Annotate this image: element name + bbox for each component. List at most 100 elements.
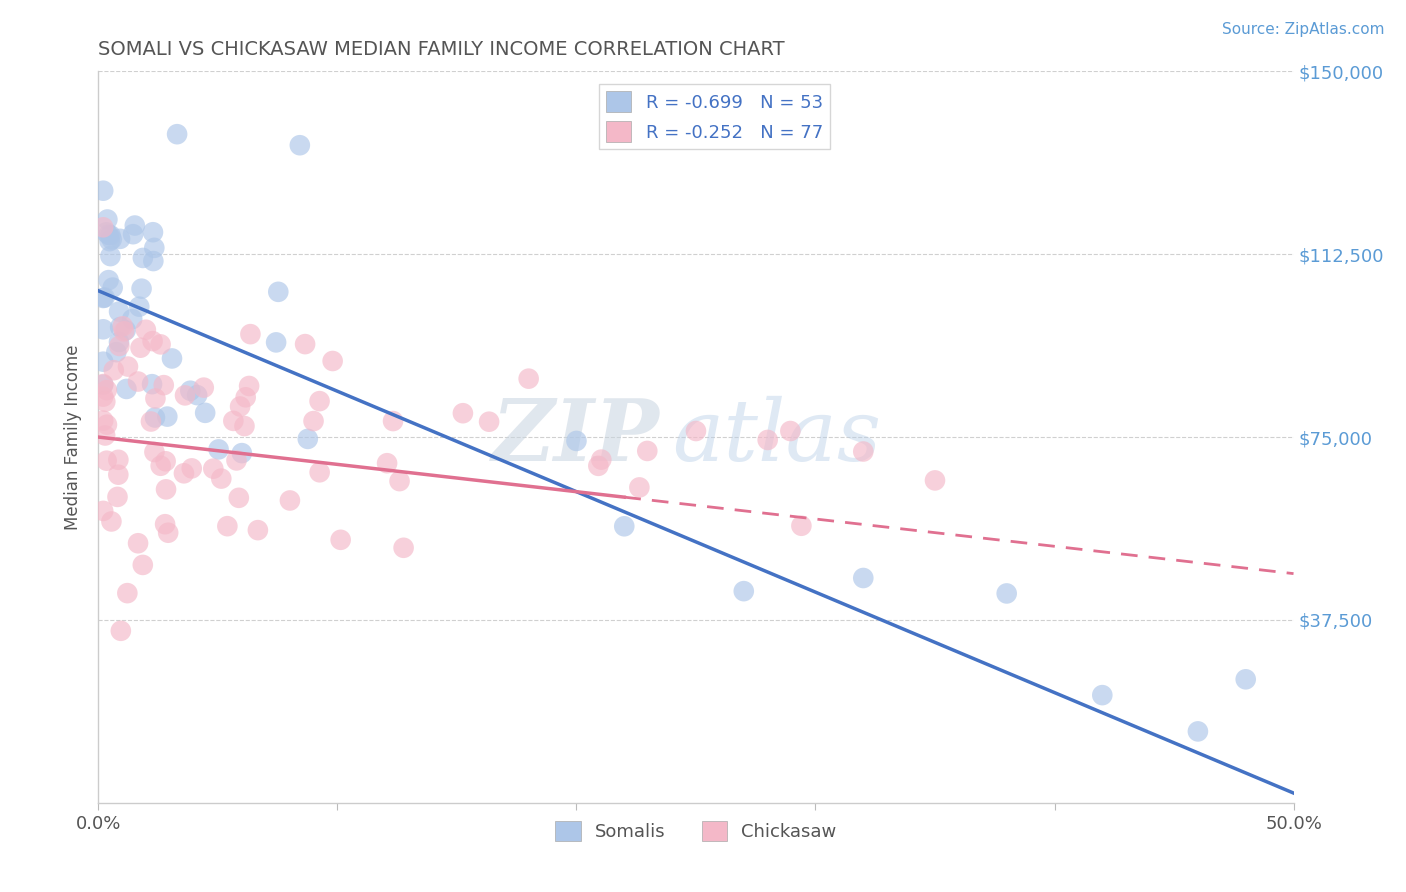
Point — [132, 558, 155, 572]
Point — [308, 465, 330, 479]
Point — [91, 377, 114, 392]
Point — [193, 381, 215, 395]
Point — [382, 414, 405, 428]
Y-axis label: Median Family Income: Median Family Income — [65, 344, 83, 530]
Point — [995, 586, 1018, 600]
Point — [139, 415, 162, 429]
Point — [565, 434, 588, 448]
Point — [108, 334, 131, 349]
Point — [153, 517, 176, 532]
Point — [588, 458, 610, 473]
Point — [124, 219, 146, 233]
Point — [93, 291, 115, 305]
Point — [91, 184, 114, 198]
Point — [149, 337, 172, 351]
Point — [94, 428, 117, 442]
Point — [160, 351, 183, 366]
Point — [852, 444, 875, 458]
Point — [143, 410, 166, 425]
Point — [91, 291, 114, 305]
Text: Source: ZipAtlas.com: Source: ZipAtlas.com — [1222, 22, 1385, 37]
Point — [122, 227, 145, 242]
Point — [322, 354, 344, 368]
Point — [229, 400, 252, 414]
Point — [231, 446, 253, 460]
Point — [779, 424, 801, 438]
Text: atlas: atlas — [672, 396, 882, 478]
Point — [135, 323, 157, 337]
Point — [96, 212, 118, 227]
Point — [302, 414, 325, 428]
Point — [297, 432, 319, 446]
Point — [143, 241, 166, 255]
Point — [91, 414, 114, 428]
Point — [288, 138, 311, 153]
Point — [114, 323, 136, 337]
Point — [235, 390, 257, 404]
Point — [209, 472, 232, 486]
Point — [105, 345, 128, 359]
Point — [117, 586, 139, 600]
Point — [1187, 724, 1209, 739]
Point — [107, 490, 129, 504]
Point — [98, 234, 121, 248]
Point — [127, 536, 149, 550]
Point — [294, 337, 316, 351]
Point — [166, 127, 188, 141]
Point — [110, 624, 132, 638]
Point — [375, 456, 398, 470]
Point — [143, 445, 166, 459]
Point — [685, 424, 707, 438]
Point — [127, 375, 149, 389]
Point — [115, 382, 138, 396]
Point — [239, 327, 262, 342]
Point — [180, 461, 202, 475]
Point — [108, 232, 131, 246]
Point — [91, 220, 114, 235]
Point — [451, 406, 474, 420]
Point — [478, 415, 501, 429]
Point — [238, 379, 260, 393]
Point — [96, 417, 118, 432]
Point — [186, 388, 208, 402]
Point — [129, 341, 152, 355]
Point — [217, 519, 239, 533]
Point — [173, 467, 195, 481]
Point — [174, 388, 197, 402]
Point — [278, 493, 301, 508]
Point — [101, 280, 124, 294]
Point — [96, 226, 118, 240]
Point — [142, 225, 165, 239]
Point — [108, 320, 131, 334]
Point — [155, 483, 177, 497]
Point — [108, 304, 131, 318]
Point — [145, 392, 167, 406]
Point — [156, 409, 179, 424]
Point — [91, 390, 114, 404]
Point — [756, 433, 779, 447]
Point — [94, 394, 117, 409]
Text: SOMALI VS CHICKASAW MEDIAN FAMILY INCOME CORRELATION CHART: SOMALI VS CHICKASAW MEDIAN FAMILY INCOME… — [98, 39, 785, 59]
Point — [1234, 673, 1257, 687]
Point — [96, 383, 118, 397]
Point — [924, 474, 946, 488]
Point — [131, 282, 153, 296]
Point — [222, 414, 245, 428]
Point — [246, 523, 269, 537]
Point — [790, 518, 813, 533]
Point — [267, 285, 290, 299]
Point — [179, 384, 201, 398]
Text: ZIP: ZIP — [492, 395, 661, 479]
Point — [142, 334, 165, 348]
Point — [117, 359, 139, 374]
Point — [202, 461, 225, 475]
Point — [97, 227, 120, 242]
Point — [121, 312, 143, 326]
Point — [100, 232, 122, 246]
Point — [100, 249, 122, 263]
Point — [128, 300, 150, 314]
Point — [97, 273, 120, 287]
Point — [264, 335, 287, 350]
Point — [613, 519, 636, 533]
Point — [107, 467, 129, 482]
